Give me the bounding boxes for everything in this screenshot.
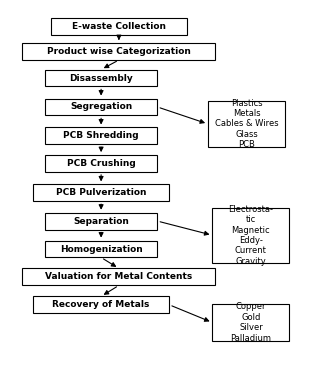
FancyBboxPatch shape xyxy=(208,101,285,147)
Text: Disassembly: Disassembly xyxy=(69,74,133,82)
Text: PCB Crushing: PCB Crushing xyxy=(67,159,135,168)
FancyBboxPatch shape xyxy=(45,155,158,172)
FancyBboxPatch shape xyxy=(51,18,187,35)
Text: Plastics
Metals
Cables & Wires
Glass
PCB: Plastics Metals Cables & Wires Glass PCB xyxy=(215,99,278,149)
FancyBboxPatch shape xyxy=(33,296,169,313)
Text: Product wise Categorization: Product wise Categorization xyxy=(47,47,191,56)
Text: PCB Shredding: PCB Shredding xyxy=(63,131,139,141)
Text: Homogenization: Homogenization xyxy=(60,244,142,254)
FancyBboxPatch shape xyxy=(212,304,290,341)
FancyBboxPatch shape xyxy=(45,70,158,86)
Text: Valuation for Metal Contents: Valuation for Metal Contents xyxy=(45,272,193,282)
FancyBboxPatch shape xyxy=(45,99,158,116)
FancyBboxPatch shape xyxy=(212,208,290,263)
Text: Electrosta-
tic
Magnetic
Eddy-
Current
Gravity: Electrosta- tic Magnetic Eddy- Current G… xyxy=(228,205,273,266)
Text: Recovery of Metals: Recovery of Metals xyxy=(53,300,150,309)
FancyBboxPatch shape xyxy=(45,241,158,258)
FancyBboxPatch shape xyxy=(45,213,158,230)
Text: Copper
Gold
Silver
Palladium: Copper Gold Silver Palladium xyxy=(231,302,271,343)
Text: Separation: Separation xyxy=(73,217,129,226)
Text: E-waste Collection: E-waste Collection xyxy=(72,22,166,31)
Text: PCB Pulverization: PCB Pulverization xyxy=(56,188,146,197)
Text: Segregation: Segregation xyxy=(70,102,132,112)
FancyBboxPatch shape xyxy=(23,43,215,60)
FancyBboxPatch shape xyxy=(45,127,158,144)
FancyBboxPatch shape xyxy=(23,268,215,286)
FancyBboxPatch shape xyxy=(33,184,169,201)
